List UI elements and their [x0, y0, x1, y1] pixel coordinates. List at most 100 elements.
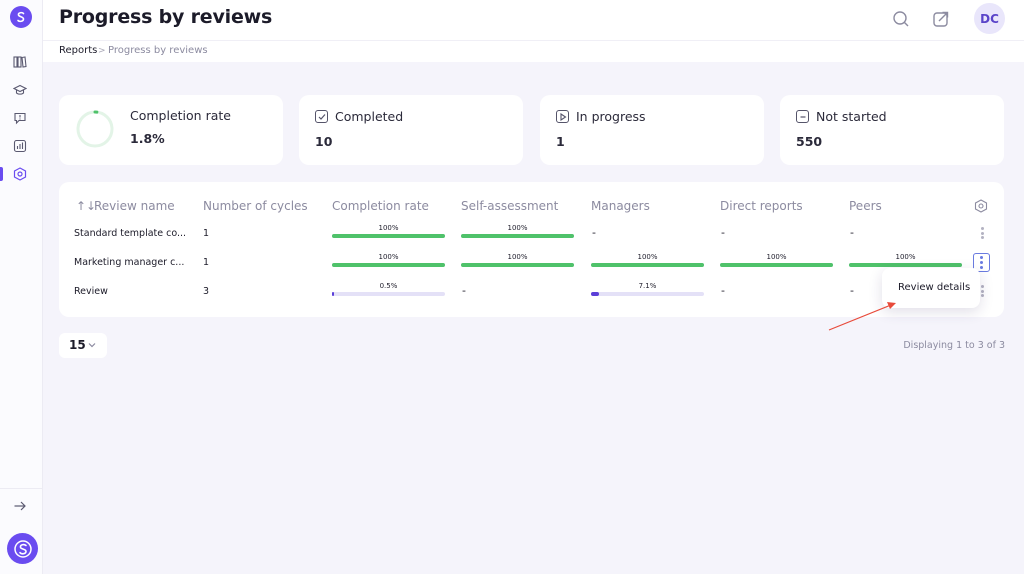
column-header-cycles[interactable]: Number of cycles [203, 199, 308, 213]
direct-percent-label: 100% [766, 253, 787, 261]
progress-track [849, 263, 962, 267]
external-link-icon[interactable] [931, 9, 951, 29]
column-header-peers[interactable]: Peers [849, 199, 882, 213]
direct-empty-cell: - [721, 284, 725, 297]
cycles-cell: 1 [203, 257, 210, 268]
column-header-review-name[interactable]: Review name [94, 199, 175, 213]
review-name-cell[interactable]: Marketing manager c... [74, 257, 185, 268]
dot [980, 289, 984, 293]
breadcrumb-current: Progress by reviews [108, 45, 208, 56]
progress-fill [591, 292, 600, 296]
self-percent-label: 100% [507, 224, 528, 232]
completed-label: Completed [335, 109, 404, 124]
self-progress-bar: 100% [461, 253, 574, 269]
progress-track [332, 234, 445, 238]
review-name-cell[interactable]: Review [74, 286, 108, 297]
breadcrumb: Reports > Progress by reviews [43, 40, 1024, 62]
completion-ring-fill [76, 110, 114, 148]
sort-icon[interactable]: ↑↓ [76, 199, 97, 213]
cycles-cell: 1 [203, 228, 210, 239]
minus-square-icon [796, 110, 809, 123]
completion-rate-card: Completion rate 1.8% [59, 95, 283, 165]
expand-arrow-icon[interactable] [12, 498, 28, 514]
in-progress-label: In progress [576, 109, 646, 124]
column-header-completion-rate[interactable]: Completion rate [332, 199, 429, 213]
feedback-icon[interactable] [12, 110, 28, 126]
row-actions-button[interactable] [978, 284, 986, 298]
progress-fill [332, 292, 334, 296]
displaying-count: Displaying 1 to 3 of 3 [903, 340, 1005, 351]
completed-value: 10 [315, 134, 333, 149]
dot [980, 261, 983, 264]
progress-track [720, 263, 833, 267]
chevron-down-icon [88, 343, 96, 348]
reviews-table: ↑↓ Review name Number of cycles Completi… [59, 182, 1004, 317]
progress-fill [720, 263, 833, 267]
column-header-direct-reports[interactable]: Direct reports [720, 199, 803, 213]
analytics-icon[interactable] [12, 138, 28, 154]
dot [980, 231, 984, 235]
sidebar [0, 0, 43, 574]
completion-progress-bar: 0.5% [332, 282, 445, 298]
review-details-menu-item[interactable]: Review details [898, 282, 971, 293]
completion-percent-label: 100% [378, 224, 399, 232]
not-started-label: Not started [816, 109, 887, 124]
page-size-select[interactable]: 15 [59, 333, 107, 358]
completion-rate-value: 1.8% [130, 131, 165, 146]
managers-percent-label: 7.1% [638, 282, 657, 290]
peers-empty-cell: - [850, 226, 854, 239]
dot [980, 266, 983, 269]
page-title: Progress by reviews [59, 6, 273, 28]
self-empty-cell: - [462, 284, 466, 297]
column-header-managers[interactable]: Managers [591, 199, 650, 213]
active-nav-indicator [0, 167, 3, 181]
completion-progress-bar: 100% [332, 224, 445, 240]
page-size-value: 15 [69, 338, 86, 352]
progress-track [591, 292, 704, 296]
direct-progress-bar: 100% [720, 253, 833, 269]
managers-percent-label: 100% [637, 253, 658, 261]
progress-fill [461, 263, 574, 267]
managers-empty-cell: - [592, 226, 596, 239]
column-settings-icon[interactable] [974, 198, 988, 213]
user-avatar[interactable]: DC [974, 3, 1005, 34]
dot [980, 285, 984, 288]
row-actions-button[interactable] [978, 226, 986, 240]
review-name-cell[interactable]: Standard template co... [74, 228, 187, 239]
completion-percent-label: 0.5% [379, 282, 398, 290]
progress-fill [591, 263, 704, 267]
reports-icon[interactable] [12, 166, 28, 182]
not-started-card: Not started 550 [780, 95, 1004, 165]
app-logo-icon[interactable] [10, 6, 32, 28]
completion-rate-label: Completion rate [130, 108, 231, 123]
peers-progress-bar: 100% [849, 253, 962, 269]
progress-track [332, 292, 445, 296]
column-header-self-assessment[interactable]: Self-assessment [461, 199, 559, 213]
library-icon[interactable] [12, 54, 28, 70]
learning-cap-icon[interactable] [12, 82, 28, 98]
top-bar: Progress by reviews DC [43, 0, 1024, 40]
search-icon[interactable] [891, 9, 911, 29]
cycles-cell: 3 [203, 286, 210, 297]
dot [980, 294, 984, 297]
managers-progress-bar: 100% [591, 253, 704, 269]
breadcrumb-reports-link[interactable]: Reports [59, 45, 98, 56]
peers-empty-cell: - [850, 284, 854, 297]
self-percent-label: 100% [507, 253, 528, 261]
direct-empty-cell: - [721, 226, 725, 239]
peers-percent-label: 100% [895, 253, 916, 261]
completion-progress-bar: 100% [332, 253, 445, 269]
row-actions-button-active[interactable] [973, 253, 990, 272]
managers-progress-bar: 7.1% [591, 282, 704, 298]
completed-card: Completed 10 [299, 95, 523, 165]
in-progress-card: In progress 1 [540, 95, 764, 165]
assistant-logo-icon[interactable] [7, 533, 38, 564]
breadcrumb-separator: > [98, 46, 106, 56]
check-square-icon [315, 110, 328, 123]
row-actions-menu: Review details [882, 268, 980, 308]
play-square-icon [556, 110, 569, 123]
progress-track [591, 263, 704, 267]
dot [980, 227, 984, 230]
progress-fill [332, 263, 445, 267]
